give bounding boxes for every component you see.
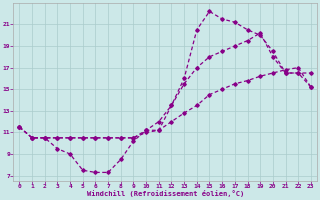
X-axis label: Windchill (Refroidissement éolien,°C): Windchill (Refroidissement éolien,°C) — [86, 190, 244, 197]
